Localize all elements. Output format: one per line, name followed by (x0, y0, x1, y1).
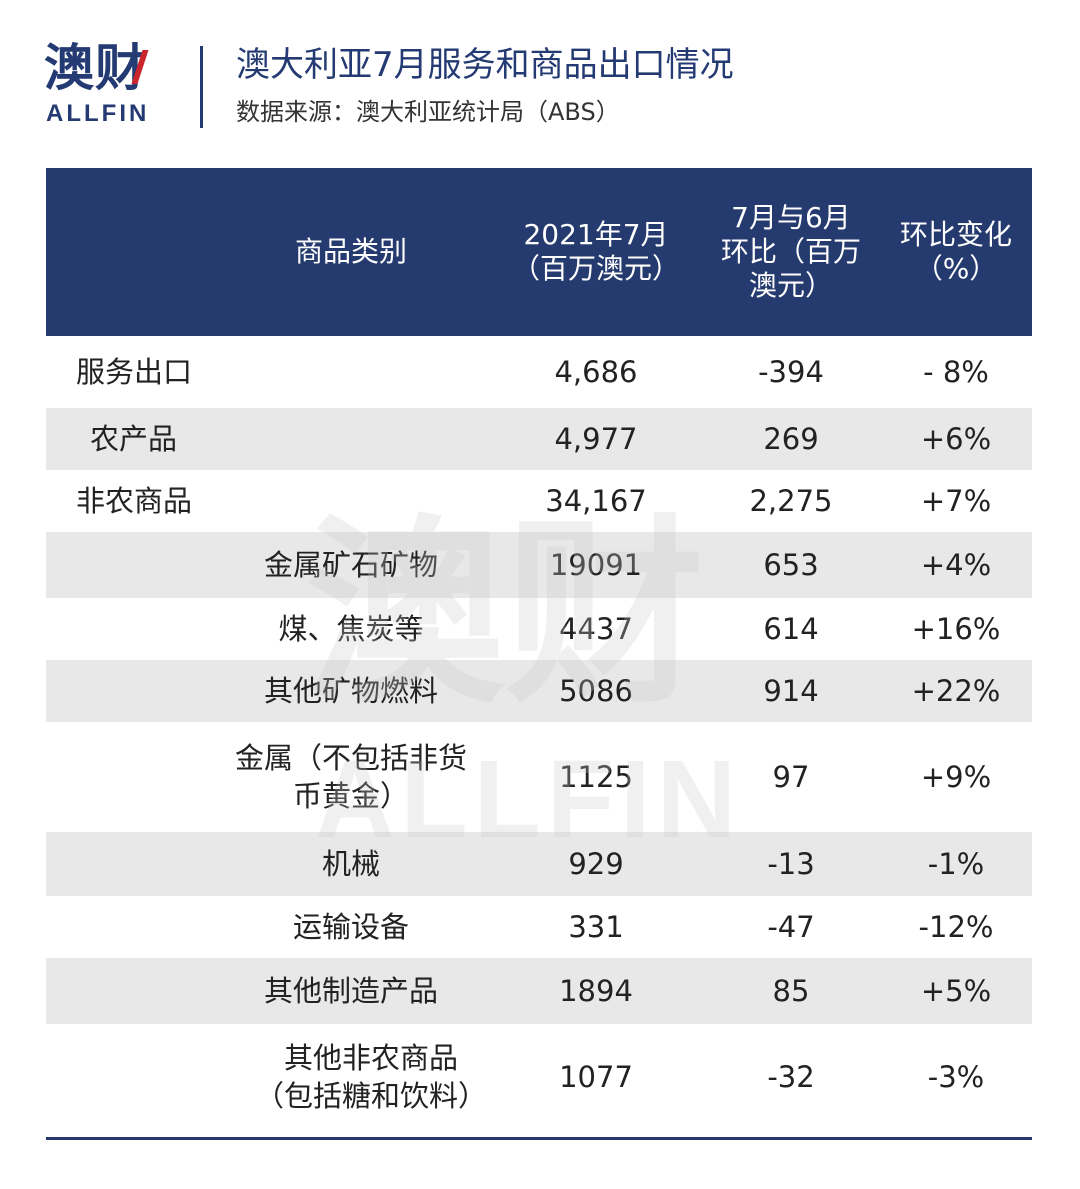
category-cell: 机械 (321, 847, 380, 881)
category-cell: 其他矿物燃料 (263, 674, 438, 708)
pct-cell: +9% (920, 760, 992, 794)
value-cell: 34,167 (545, 484, 647, 518)
table-row: 煤、焦炭等 4437 614 +16% (46, 598, 1032, 660)
table-row: 其他制造产品 1894 85 +5% (46, 958, 1032, 1024)
table-body: 服务出口 4,686 -394 - 8% 农产品 4,977 269 +6% 非农商品 34,16… (46, 336, 1032, 1130)
value-cell: 4437 (559, 612, 633, 646)
value-cell: 1125 (559, 760, 633, 794)
value-cell: 331 (568, 910, 624, 944)
export-table: 商品类别 2021年7月 （百万澳元） 7月与6月 环比（百万 澳元） 环比变化… (46, 168, 1032, 1130)
category-cell: 金属矿石矿物 (263, 548, 438, 582)
change-cell: 653 (763, 548, 819, 582)
value-cell: 5086 (559, 674, 633, 708)
table-row: 农产品 4,977 269 +6% (46, 408, 1032, 470)
table-row: 服务出口 4,686 -394 - 8% (46, 336, 1032, 408)
category-cell: 非农商品 (76, 484, 193, 518)
category-cell: 金属（不包括非货 币黄金） (234, 741, 467, 813)
page-title: 澳大利亚7月服务和商品出口情况 (236, 45, 734, 85)
value-cell: 1077 (559, 1060, 633, 1094)
value-cell: 4,977 (554, 422, 638, 456)
table-bottom-rule (46, 1137, 1032, 1140)
change-cell: 2,275 (749, 484, 833, 518)
pct-cell: +5% (920, 974, 992, 1008)
change-cell: -32 (767, 1060, 815, 1094)
pct-cell: - 8% (923, 355, 989, 389)
value-cell: 1894 (559, 974, 633, 1008)
pct-cell: -1% (927, 847, 985, 881)
logo-chinese-text: 澳财 (44, 39, 146, 97)
header-divider (200, 46, 203, 128)
column-header-pct: 环比变化 （%） (899, 218, 1012, 285)
change-cell: 269 (763, 422, 819, 456)
logo-english-text: ALLFIN (46, 100, 150, 127)
table-row: 金属（不包括非货 币黄金） 1125 97 +9% (46, 722, 1032, 832)
pct-cell: +16% (911, 612, 1001, 646)
category-cell: 煤、焦炭等 (278, 612, 424, 646)
pct-cell: +7% (920, 484, 992, 518)
pct-cell: -12% (918, 910, 994, 944)
category-cell: 其他非农商品 （包括糖和饮料） (254, 1041, 487, 1113)
change-cell: -13 (767, 847, 815, 881)
table-header: 商品类别 2021年7月 （百万澳元） 7月与6月 环比（百万 澳元） 环比变化… (46, 168, 1032, 336)
category-cell: 服务出口 (76, 355, 193, 389)
value-cell: 929 (568, 847, 624, 881)
data-source: 数据来源：澳大利亚统计局（ABS） (236, 98, 620, 126)
page-header: 澳财 ALLFIN 澳大利亚7月服务和商品出口情况 数据来源：澳大利亚统计局（A… (44, 36, 1044, 136)
change-cell: 614 (763, 612, 819, 646)
table-row: 其他矿物燃料 5086 914 +22% (46, 660, 1032, 722)
table-row: 运输设备 331 -47 -12% (46, 896, 1032, 958)
category-cell: 农产品 (90, 422, 178, 456)
table-row: 机械 929 -13 -1% (46, 832, 1032, 896)
category-cell: 运输设备 (292, 910, 409, 944)
table-row: 其他非农商品 （包括糖和饮料） 1077 -32 -3% (46, 1024, 1032, 1130)
category-cell: 其他制造产品 (263, 974, 438, 1008)
pct-cell: +22% (911, 674, 1001, 708)
table-row: 金属矿石矿物 19091 653 +4% (46, 532, 1032, 598)
pct-cell: +4% (920, 548, 992, 582)
column-header-value: 2021年7月 （百万澳元） (511, 218, 680, 285)
change-cell: 914 (763, 674, 819, 708)
change-cell: -47 (767, 910, 815, 944)
pct-cell: -3% (927, 1060, 985, 1094)
allfin-logo: 澳财 ALLFIN (44, 36, 164, 131)
column-header-category: 商品类别 (294, 235, 407, 268)
column-header-change: 7月与6月 环比（百万 澳元） (720, 201, 861, 302)
table-row: 非农商品 34,167 2,275 +7% (46, 470, 1032, 532)
value-cell: 19091 (549, 548, 643, 582)
change-cell: -394 (758, 355, 824, 389)
pct-cell: +6% (920, 422, 992, 456)
change-cell: 97 (772, 760, 810, 794)
value-cell: 4,686 (554, 355, 638, 389)
change-cell: 85 (772, 974, 810, 1008)
